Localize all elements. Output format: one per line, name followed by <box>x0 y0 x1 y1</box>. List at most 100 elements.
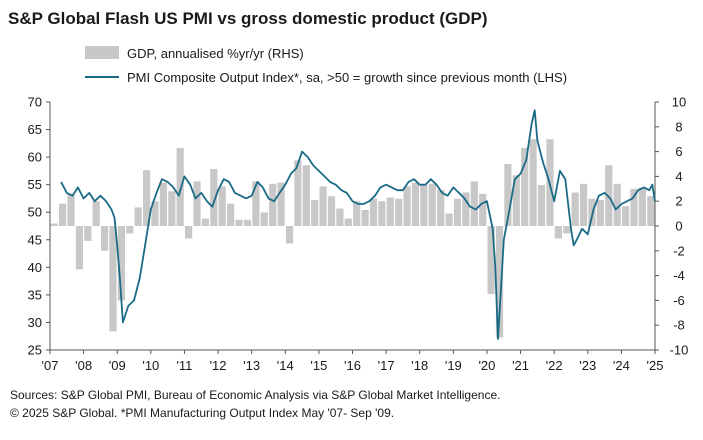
gdp-bar <box>235 219 243 226</box>
x-tick-label: '24 <box>613 358 630 373</box>
gdp-bar <box>630 188 638 226</box>
gdp-bar <box>277 182 285 226</box>
gdp-bar <box>462 192 470 226</box>
gdp-bar <box>571 192 579 226</box>
gdp-bar <box>176 147 184 226</box>
x-tick-label: '14 <box>277 358 294 373</box>
gdp-bar <box>311 200 319 226</box>
left-tick-label: 25 <box>28 343 42 358</box>
gdp-bar <box>143 170 151 226</box>
gdp-bar <box>504 164 512 226</box>
x-tick-label: '25 <box>647 358 664 373</box>
gdp-bar <box>134 207 142 226</box>
x-tick-label: '21 <box>512 358 529 373</box>
gdp-bar <box>353 201 361 226</box>
x-tick-label: '10 <box>142 358 159 373</box>
left-tick-label: 65 <box>28 122 42 137</box>
gdp-bar <box>479 193 487 226</box>
gdp-bar <box>445 213 453 226</box>
gdp-bar <box>537 185 546 226</box>
right-tick-label: -8 <box>673 318 685 333</box>
left-tick-label: 70 <box>28 95 42 110</box>
gdp-bar <box>117 226 125 301</box>
gdp-bar <box>437 190 445 226</box>
gdp-bar <box>185 226 193 239</box>
gdp-bar <box>580 183 588 226</box>
gdp-bar <box>613 183 621 226</box>
gdp-bar <box>647 196 655 226</box>
gdp-bar <box>109 226 117 332</box>
x-axis: '07 '08 '09 '10 '11 '12 '13 '14 '15 '16 '17 '18 '19 '… <box>42 350 664 373</box>
gdp-bar <box>378 201 386 226</box>
gdp-bar <box>243 219 252 226</box>
gdp-bar <box>319 186 327 226</box>
x-tick-label: '08 <box>75 358 92 373</box>
right-tick-label: -2 <box>673 243 685 258</box>
gdp-bar <box>201 218 209 226</box>
x-tick-label: '11 <box>176 358 192 373</box>
right-tick-label: 4 <box>675 169 682 184</box>
left-tick-label: 50 <box>28 205 42 220</box>
gdp-bar <box>285 226 294 244</box>
left-axis: 70 65 60 55 50 45 40 35 30 25 <box>28 95 50 358</box>
gdp-bar <box>59 203 67 226</box>
gdp-bar <box>168 191 176 226</box>
legend-pmi-label: PMI Composite Output Index*, sa, >50 = g… <box>127 70 567 85</box>
legend-gdp-swatch <box>85 46 119 59</box>
gdp-bar <box>101 226 109 251</box>
x-tick-label: '18 <box>411 358 428 373</box>
gdp-bar <box>302 165 310 226</box>
gdp-bar <box>126 226 134 234</box>
gdp-bar <box>344 218 352 226</box>
gdp-bar <box>336 208 344 226</box>
x-tick-label: '12 <box>210 358 227 373</box>
x-tick-label: '22 <box>546 358 563 373</box>
gdp-bar <box>487 226 495 295</box>
footnote-copyright: © 2025 S&P Global. *PMI Manufacturing Ou… <box>10 406 395 420</box>
gdp-bar <box>453 198 462 226</box>
gdp-bar <box>361 209 369 226</box>
gdp-bar <box>563 226 571 234</box>
chart-title: S&P Global Flash US PMI vs gross domesti… <box>8 9 488 28</box>
right-tick-label: 10 <box>672 95 686 110</box>
right-tick-label: 8 <box>675 119 682 134</box>
gdp-bar <box>327 196 336 226</box>
right-tick-label: -10 <box>670 343 689 358</box>
gdp-bar <box>50 223 58 226</box>
gdp-bar <box>605 165 613 226</box>
gdp-bars <box>50 139 655 338</box>
gdp-bar <box>92 201 100 226</box>
gdp-bar <box>420 185 428 226</box>
right-axis: 10 8 6 4 2 0 -2 -4 -6 -8 -10 <box>655 95 688 358</box>
gdp-bar <box>369 198 378 226</box>
x-tick-label: '19 <box>445 358 462 373</box>
x-tick-label: '16 <box>344 358 361 373</box>
gdp-bar <box>210 169 218 226</box>
left-tick-label: 55 <box>28 177 42 192</box>
gdp-bar <box>529 139 537 226</box>
gdp-bar <box>428 183 436 226</box>
gdp-bar <box>395 198 403 226</box>
gdp-bar <box>159 182 167 226</box>
gdp-bar <box>252 181 260 226</box>
right-tick-label: -4 <box>673 268 685 283</box>
gdp-bar <box>470 181 478 226</box>
x-tick-label: '07 <box>42 358 59 373</box>
gdp-bar <box>193 181 201 226</box>
gdp-bar <box>411 182 420 226</box>
gdp-bar <box>294 160 302 226</box>
gdp-bar <box>260 212 268 226</box>
gdp-bar <box>386 197 394 226</box>
pmi-line <box>60 109 656 340</box>
gdp-bar <box>218 186 226 226</box>
right-tick-label: -6 <box>673 293 685 308</box>
gdp-bar <box>622 206 630 226</box>
gdp-bar <box>512 175 520 226</box>
x-tick-label: '20 <box>478 358 495 373</box>
gdp-bar <box>495 226 504 338</box>
footnote: Sources: S&P Global PMI, Bureau of Econo… <box>10 386 500 422</box>
gdp-bar <box>67 193 75 226</box>
right-tick-label: 2 <box>675 194 682 209</box>
x-tick-label: '17 <box>378 358 395 373</box>
